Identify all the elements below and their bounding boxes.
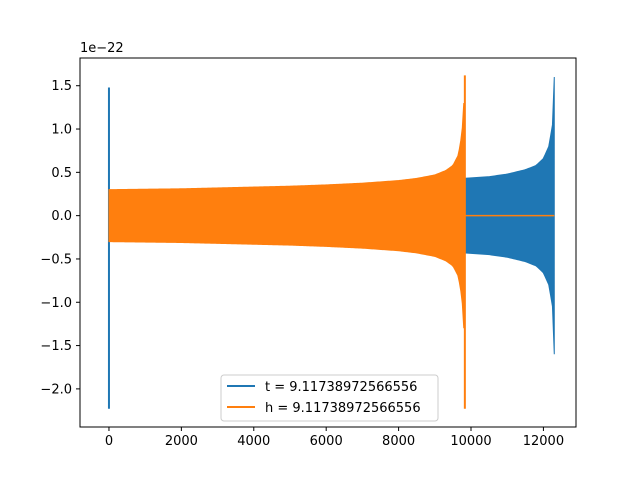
x-tick-label: 2000 — [165, 434, 198, 449]
x-tick-label: 6000 — [310, 434, 343, 449]
x-tick-label: 4000 — [237, 434, 270, 449]
legend-box — [220, 374, 439, 422]
y-tick-label: 1.0 — [51, 123, 72, 138]
series-1 — [108, 75, 555, 409]
y-tick-label: 0.5 — [51, 166, 72, 181]
y-tick-label: −2.0 — [40, 382, 72, 397]
y-tick-label: 0.0 — [51, 209, 72, 224]
legend: t = 9.11738972566556 h = 9.1173897256655… — [220, 374, 439, 422]
x-tick-label: 0 — [105, 434, 113, 449]
y-tick-label: −1.0 — [40, 296, 72, 311]
plot-frame — [79, 57, 577, 428]
x-tick-label: 8000 — [382, 434, 415, 449]
legend-label-h: h = 9.11738972566556 — [265, 401, 421, 416]
y-tick-label: 1.5 — [51, 79, 72, 94]
series-1-envelope — [108, 103, 465, 329]
y-offset-label: 1e−22 — [80, 41, 124, 56]
y-tick-label: −1.5 — [40, 339, 72, 354]
x-tick-label: 10000 — [450, 434, 491, 449]
y-tick-label: −0.5 — [40, 252, 72, 267]
x-tick-label: 12000 — [523, 434, 564, 449]
legend-label-t: t = 9.11738972566556 — [265, 380, 417, 395]
